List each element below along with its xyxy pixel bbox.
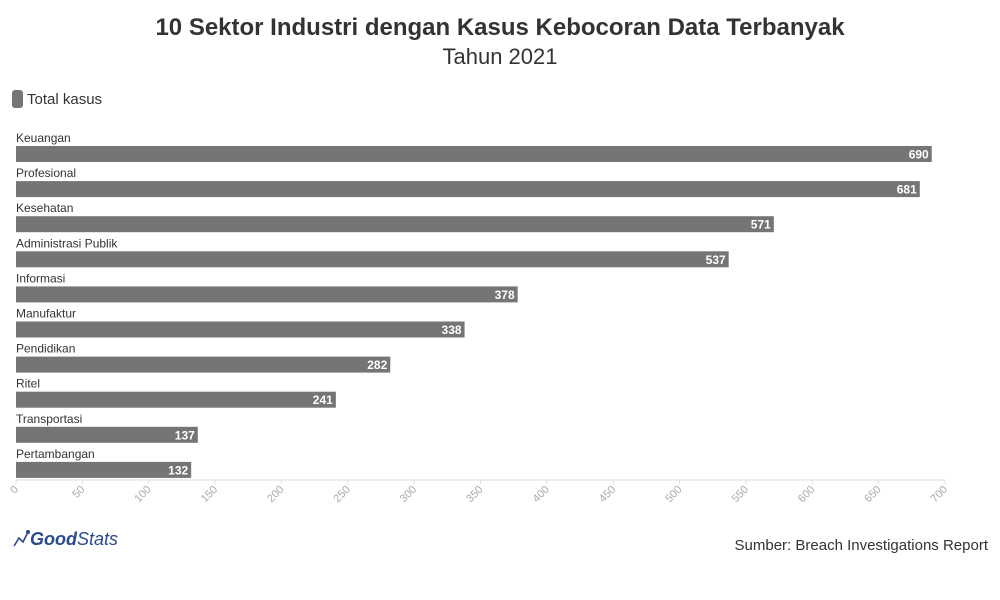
chart-subtitle: Tahun 2021 [442,44,558,69]
data-label: 571 [751,218,771,232]
x-tick-label: 400 [531,484,552,505]
legend-swatch [12,90,23,108]
legend: Total kasus [12,90,102,108]
x-tick-label: 700 [929,484,950,505]
x-tick-label: 100 [132,484,153,505]
category-label: Ritel [16,377,40,391]
source-note: Sumber: Breach Investigations Report [734,537,988,554]
x-tick-label: 0 [8,484,21,497]
category-label: Keuangan [16,131,71,145]
data-label: 132 [168,463,188,477]
x-tick-label: 350 [464,484,485,505]
bar [16,461,192,478]
x-tick-label: 450 [597,484,618,505]
bar [16,391,336,408]
goodstats-logo: Good Stats [12,528,118,550]
x-tick-label: 600 [796,484,817,505]
category-label: Profesional [16,166,76,180]
x-tick-label: 550 [730,484,751,505]
x-tick-label: 650 [862,484,883,505]
category-label: Pendidikan [16,342,75,356]
data-label: 137 [175,428,195,442]
data-label: 537 [706,253,726,267]
category-label: Informasi [16,271,65,285]
logo-text-good: Good [30,528,77,549]
bar [16,181,920,198]
chart-title: 10 Sektor Industri dengan Kasus Kebocora… [155,14,845,41]
x-tick-label: 50 [70,484,87,501]
bar [16,146,932,162]
legend-label: Total kasus [27,90,103,108]
category-label: Kesehatan [16,201,73,215]
bar [16,321,465,338]
bar [16,426,198,443]
category-label: Pertambangan [16,447,95,461]
category-label: Manufaktur [16,307,76,321]
data-label: 282 [367,358,387,372]
bar-chart: Keuangan 690 Profesional 681 Kesehatan 571 Adm… [8,131,950,505]
x-tick-label: 250 [331,484,352,505]
category-label: Transportasi [16,412,82,426]
x-tick-label: 150 [199,484,220,505]
bar [16,216,774,233]
x-tick-label: 500 [663,484,684,505]
x-tick-label: 200 [265,484,286,505]
category-label: Administrasi Publik [16,236,118,250]
logo-graph-icon [13,530,30,547]
data-label: 338 [442,323,462,337]
data-label: 241 [313,393,333,407]
bar [16,286,518,303]
data-label: 690 [909,148,929,162]
data-label: 378 [495,288,515,302]
bar [16,356,391,373]
data-label: 681 [897,183,917,197]
bar [16,251,729,268]
x-tick-label: 300 [398,484,419,505]
logo-text-stats: Stats [77,528,119,549]
